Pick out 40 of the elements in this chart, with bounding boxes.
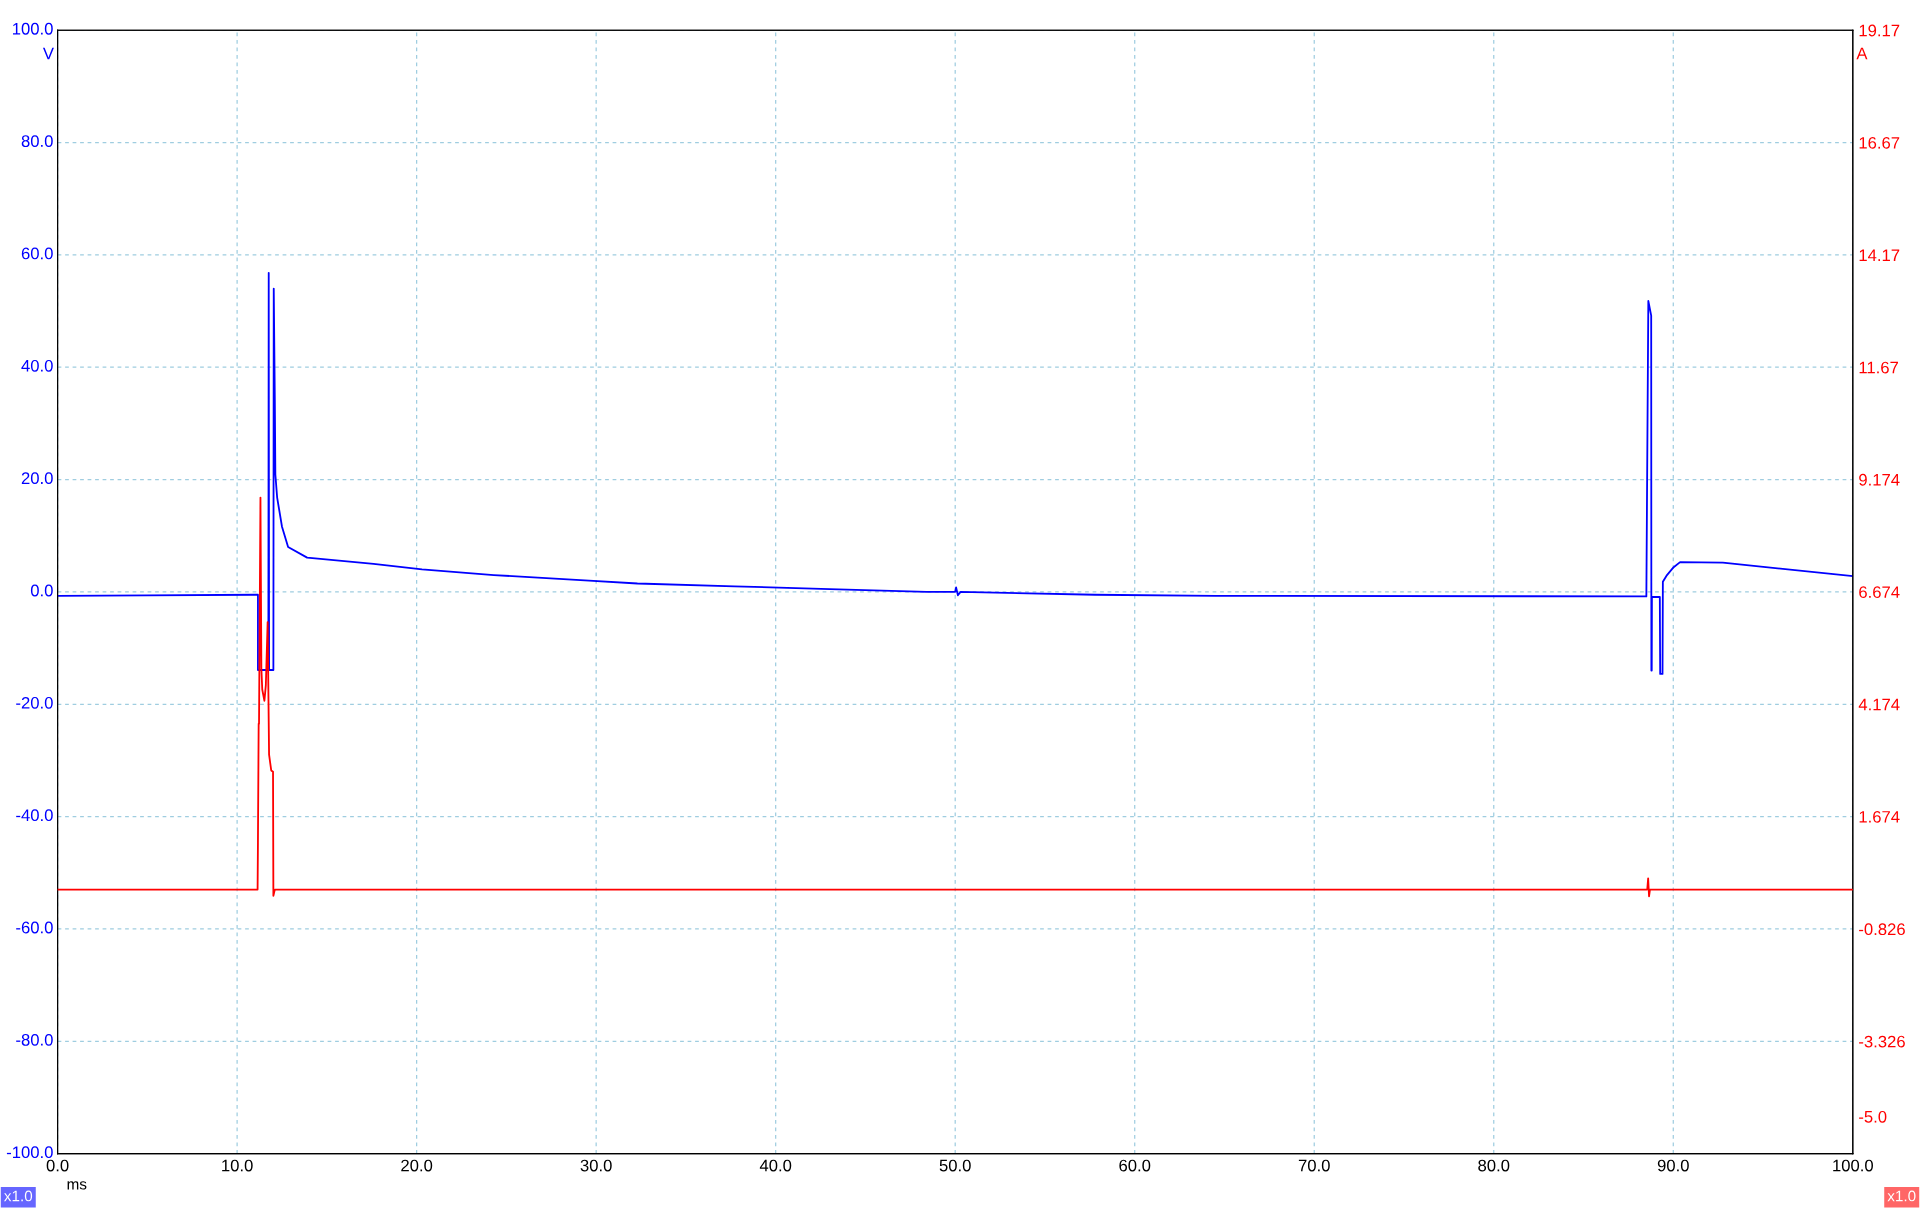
y-tick-label: 40.0 (21, 359, 53, 372)
y2-tick-label: 4.174 (1858, 698, 1900, 711)
y-tick-label: 100.0 (13, 22, 53, 35)
y-tick-label: -80.0 (16, 1033, 53, 1046)
y2-tick-label: -3.326 (1859, 1035, 1905, 1048)
y2-tick-label: 9.174 (1859, 473, 1900, 486)
line-series (57, 496, 1853, 898)
line-series (57, 271, 1853, 675)
x-tick-label: 70.0 (1298, 1159, 1330, 1172)
y2-tick-label: 19.17 (1859, 24, 1900, 37)
y2-tick-label: -0.826 (1859, 923, 1905, 936)
y2-tick-label: 6.674 (1859, 586, 1900, 599)
x-tick-label: 90.0 (1657, 1159, 1689, 1172)
x-tick-label: 20.0 (401, 1159, 433, 1172)
y2-tick-label: 1.674 (1859, 810, 1900, 823)
y-tick-label: 20.0 (21, 472, 53, 485)
x-axis-title: ms (67, 1181, 87, 1190)
x-tick-label: 60.0 (1119, 1159, 1151, 1172)
x-tick-label: 50.0 (939, 1159, 971, 1172)
x-tick-label: 40.0 (759, 1159, 792, 1172)
y-tick-label: -100.0 (6, 1146, 53, 1159)
y2-axis-title: A (1856, 47, 1868, 60)
x-tick-label: 100.0 (1833, 1159, 1873, 1172)
text: x1.0 (1887, 1190, 1916, 1202)
y-tick-label: -60.0 (16, 921, 53, 934)
x-tick-label: 0.0 (46, 1159, 69, 1172)
y-tick-label: -20.0 (16, 696, 53, 709)
text: x1.0 (4, 1190, 33, 1202)
y-tick-label: 0.0 (30, 584, 53, 597)
x-tick-label: 30.0 (580, 1159, 612, 1172)
y-axis-title: V (42, 47, 54, 60)
y-tick-label: 60.0 (21, 247, 53, 260)
y-tick-label: -40.0 (16, 809, 53, 822)
y2-tick-label: 16.67 (1859, 136, 1900, 149)
x-tick-label: 10.0 (222, 1159, 253, 1172)
x-tick-label: 80.0 (1478, 1159, 1510, 1172)
y2-tick-label: -5.0 (1859, 1110, 1887, 1123)
y2-tick-label: 14.17 (1859, 249, 1900, 261)
y-tick-label: 80.0 (21, 135, 53, 148)
y2-tick-label: 11.67 (1859, 361, 1898, 374)
